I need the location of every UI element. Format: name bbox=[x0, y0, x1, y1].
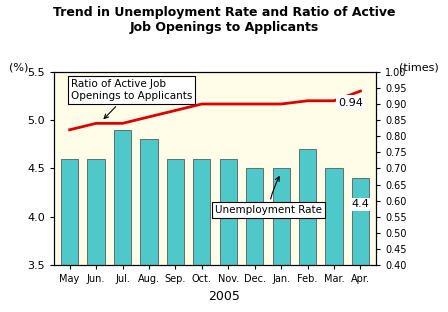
Text: (%): (%) bbox=[9, 62, 28, 72]
Bar bbox=[140, 139, 158, 312]
Bar bbox=[193, 159, 211, 312]
Text: (times): (times) bbox=[399, 62, 439, 72]
Text: 0.94: 0.94 bbox=[338, 98, 363, 108]
Text: Unemployment Rate: Unemployment Rate bbox=[215, 177, 322, 215]
Text: Trend in Unemployment Rate and Ratio of Active
Job Openings to Applicants: Trend in Unemployment Rate and Ratio of … bbox=[53, 6, 395, 34]
Bar bbox=[220, 159, 237, 312]
Bar bbox=[167, 159, 184, 312]
Bar bbox=[325, 168, 343, 312]
Bar bbox=[61, 159, 78, 312]
Text: 2005: 2005 bbox=[208, 290, 240, 303]
Bar bbox=[87, 159, 105, 312]
Bar bbox=[272, 168, 290, 312]
Bar bbox=[246, 168, 263, 312]
Bar bbox=[299, 149, 316, 312]
Bar bbox=[352, 178, 369, 312]
Text: Ratio of Active Job
Openings to Applicants: Ratio of Active Job Openings to Applican… bbox=[71, 80, 192, 119]
Bar bbox=[114, 130, 131, 312]
Text: 4.4: 4.4 bbox=[352, 199, 370, 209]
